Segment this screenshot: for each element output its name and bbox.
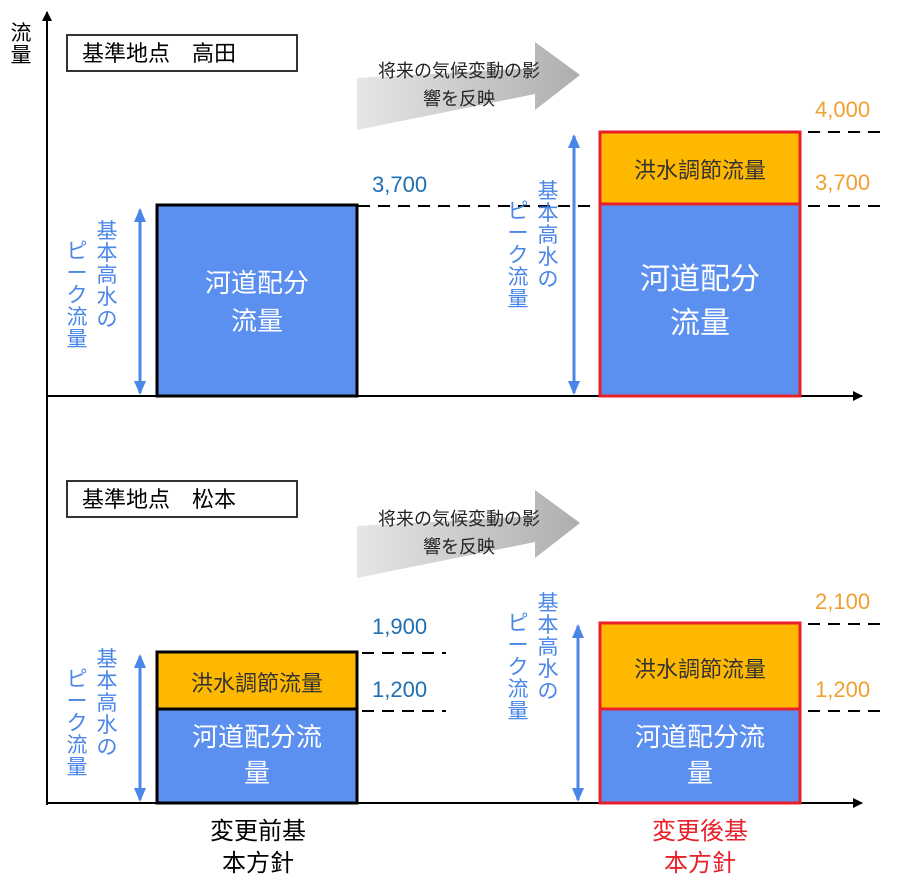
bottom-after-river-label: 河道配分流量 (634, 723, 765, 789)
value-top-after-total: 4,000 (815, 97, 871, 122)
caption-before: 変更前基本方針 (210, 817, 306, 877)
peak-label-top-before: 基本高水の ピーク流量 (62, 220, 122, 350)
bottom-before-river-box (155, 707, 359, 805)
peak-label-top-after: 基本高水の ピーク流量 (503, 180, 563, 310)
arrow-text-top: 将来の気候変動の影響を反映 (378, 61, 540, 110)
top-after-river-label: 河道配分流量 (640, 262, 760, 341)
value-top-before: 3,700 (372, 172, 428, 197)
y-axis-label: 流量 (10, 21, 32, 67)
station-label-takada: 基準地点 高田 (66, 34, 298, 72)
bottom-after-river-box (598, 707, 802, 805)
arrow-shape-top (357, 42, 580, 130)
value-bottom-before-river: 1,200 (372, 677, 428, 702)
caption-after: 変更後基本方針 (652, 817, 748, 877)
bottom-before-flood-label: 洪水調節流量 (190, 672, 323, 697)
peak-label-col2: ピーク流量 (507, 199, 529, 311)
bottom-before-river-label: 河道配分流量 (191, 723, 322, 789)
bottom-after-flood-label: 洪水調節流量 (633, 658, 766, 683)
arrow-shape-bottom (357, 490, 580, 578)
peak-label-col2: ピーク流量 (507, 611, 529, 723)
top-after-river-box (598, 202, 802, 398)
peak-label-col1: 基本高水の (96, 647, 118, 759)
value-bottom-before-total: 1,900 (372, 614, 428, 639)
peak-label-bottom-after: 基本高水の ピーク流量 (503, 592, 563, 722)
value-bottom-after-river: 1,200 (815, 677, 871, 702)
peak-label-col1: 基本高水の (537, 591, 559, 703)
top-before-river-box (155, 203, 359, 398)
top-before-river-label: 河道配分流量 (204, 269, 309, 337)
peak-label-bottom-before: 基本高水の ピーク流量 (62, 648, 122, 778)
peak-label-col1: 基本高水の (537, 179, 559, 291)
value-bottom-after-total: 2,100 (815, 589, 871, 614)
arrow-text-bottom: 将来の気候変動の影響を反映 (378, 509, 540, 558)
station-label-matsumoto: 基準地点 松本 (66, 480, 298, 518)
peak-label-col1: 基本高水の (96, 219, 118, 331)
peak-label-col2: ピーク流量 (66, 239, 88, 351)
value-top-after-river: 3,700 (815, 170, 871, 195)
peak-label-col2: ピーク流量 (66, 667, 88, 779)
top-after-flood-label: 洪水調節流量 (633, 159, 766, 184)
